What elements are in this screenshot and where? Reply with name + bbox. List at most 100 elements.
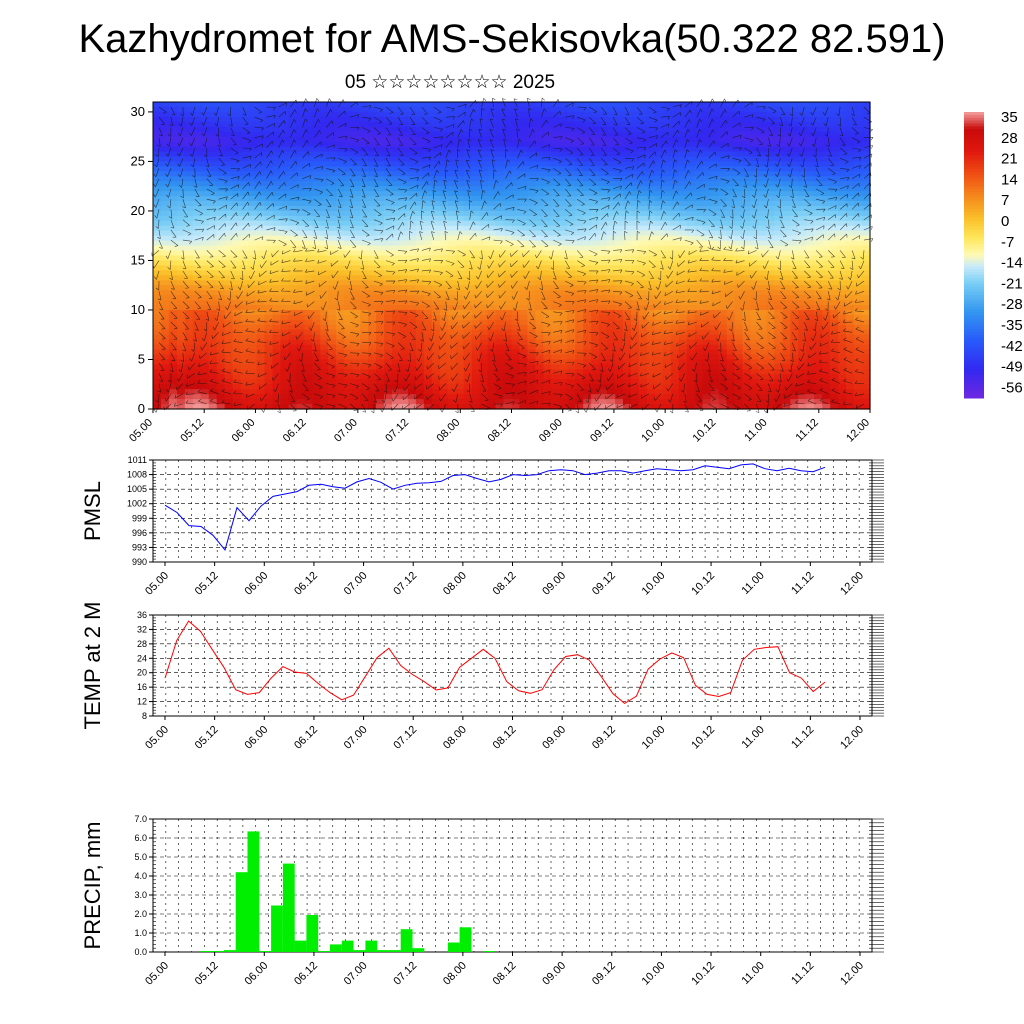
colorbar-swatch: [964, 383, 984, 388]
precip-panel: 0.0 1.0 2.0 3.0 4.0 5.0 6.0 7.0 05.00 05.12 06.00 0…: [80, 814, 884, 988]
heatmap-ytick-label: 30: [131, 104, 145, 119]
colorbar-swatch: [964, 163, 984, 167]
temp-xtick-label: 06.12: [292, 724, 320, 752]
colorbar-swatch: [964, 243, 984, 247]
heatmap-ytick-label: 10: [131, 302, 145, 317]
colorbar-swatch: [964, 240, 984, 245]
precip-bar: [294, 940, 307, 952]
heatmap-xtick-label: 10.00: [639, 417, 667, 445]
pmsl-ytick-label: 996: [132, 528, 147, 538]
colorbar-swatch: [964, 203, 984, 207]
colorbar-swatch: [964, 229, 984, 233]
colorbar-tick-label: 0: [1001, 213, 1009, 230]
colorbar-swatch: [964, 309, 984, 313]
colorbar-tick-label: -42: [1001, 338, 1023, 355]
colorbar-swatch: [964, 192, 984, 196]
temp-ytick-label: 28: [137, 639, 147, 649]
colorbar-swatch: [964, 317, 984, 322]
heatmap-xtick-label: 11.00: [742, 417, 769, 444]
colorbar-tick-label: 7: [1001, 192, 1009, 209]
colorbar-swatch: [964, 357, 984, 362]
colorbar-swatch: [964, 123, 984, 127]
temp-xtick-label: 09.12: [590, 724, 618, 752]
colorbar-swatch: [964, 372, 984, 376]
heatmap-xtick-label: 08.00: [434, 417, 462, 445]
heatmap-ytick-label: 15: [131, 252, 145, 267]
colorbar-swatch: [964, 189, 984, 193]
temp-ytick-label: 32: [137, 624, 147, 634]
colorbar-swatch: [964, 220, 984, 225]
temp-xtick-label: 06.00: [242, 724, 270, 752]
colorbar-swatch: [964, 117, 984, 122]
colorbar-swatch: [964, 152, 984, 156]
pmsl-xtick-label: 08.12: [491, 570, 519, 598]
colorbar-swatch: [964, 143, 984, 147]
temp-xtick-label: 10.12: [689, 724, 717, 752]
colorbar-swatch: [964, 389, 984, 393]
heatmap-ytick-label: 25: [131, 153, 145, 168]
pmsl-ytick-label: 1011: [128, 455, 147, 465]
precip-bar: [223, 950, 236, 952]
colorbar-swatch: [964, 157, 984, 162]
precip-bar: [412, 948, 425, 952]
colorbar-swatch: [964, 269, 984, 273]
pmsl-xtick-label: 05.00: [143, 570, 171, 598]
temp-panel: 8 12 16 20 24 28 32 36 05.00 05.12 06.00 06.12 07.00…: [80, 602, 884, 752]
wind-barbs: [151, 97, 874, 414]
colorbar-swatch: [964, 246, 984, 250]
precip-bar: [447, 942, 460, 952]
colorbar-swatch: [964, 120, 984, 124]
precip-ytick-label: 0.0: [134, 947, 147, 957]
precip-xtick-label: 11.00: [739, 960, 766, 987]
precip-bar: [200, 951, 213, 952]
colorbar-swatch: [964, 263, 984, 267]
pmsl-xtick-label: 06.00: [242, 570, 270, 598]
precip-bar: [341, 940, 354, 952]
colorbar-swatch: [964, 392, 984, 396]
precip-bar: [400, 929, 413, 952]
heatmap-xtick-label: 12.00: [844, 417, 872, 445]
colorbar-swatch: [964, 249, 984, 253]
heatmap-xtick-label: 06.12: [281, 417, 309, 445]
pmsl-xtick-label: 07.00: [342, 570, 370, 598]
temp-xtick-label: 11.00: [739, 724, 766, 751]
colorbar-swatch: [964, 237, 984, 242]
chart-subtitle: 05 ☆☆☆☆☆☆☆☆ 2025: [344, 72, 556, 93]
colorbar-swatch: [964, 280, 984, 285]
colorbar-tick-label: 35: [1001, 109, 1018, 126]
precip-ytick-label: 7.0: [134, 814, 147, 824]
precip-bar: [271, 905, 283, 952]
pmsl-xtick-label: 11.12: [789, 570, 816, 597]
precip-bar: [259, 951, 272, 952]
colorbar-swatch: [964, 277, 984, 282]
temp-xtick-label: 07.12: [391, 724, 419, 752]
colorbar-swatch: [964, 300, 984, 305]
colorbar-swatch: [964, 329, 984, 333]
colorbar-swatch: [964, 129, 984, 133]
colorbar-swatch: [964, 360, 984, 365]
colorbar-swatch: [964, 292, 984, 296]
colorbar-swatch: [964, 340, 984, 345]
colorbar-tick-label: -21: [1001, 275, 1023, 292]
heatmap-ytick-label: 5: [138, 351, 145, 366]
precip-xtick-label: 07.12: [391, 960, 419, 988]
precip-ytick-label: 6.0: [134, 833, 147, 843]
precip-ytick-label: 5.0: [134, 852, 147, 862]
colorbar-tick-label: -7: [1001, 234, 1014, 251]
heatmap-xtick-label: 06.00: [230, 417, 258, 445]
precip-bar: [306, 915, 319, 952]
temp-xtick-label: 08.12: [491, 724, 519, 752]
colorbar-tick-label: 21: [1001, 151, 1018, 168]
heatmap-xtick-label: 10.12: [691, 417, 719, 445]
temp-ytick-label: 16: [137, 682, 147, 692]
temp-xtick-label: 05.00: [143, 724, 171, 752]
precip-xtick-label: 09.12: [590, 960, 618, 988]
pmsl-panel: 990 993 996 999 1002 1005 1008 1011 05.00 05.12 06…: [80, 455, 884, 598]
heatmap-xtick-label: 09.00: [537, 417, 565, 445]
colorbar-swatch: [964, 183, 984, 187]
temp-ytick-label: 20: [137, 668, 147, 678]
colorbar-swatch: [964, 366, 984, 370]
heatmap-xtick-label: 07.00: [332, 417, 360, 445]
colorbar-swatch: [964, 286, 984, 290]
temp-xtick-label: 05.12: [193, 724, 221, 752]
